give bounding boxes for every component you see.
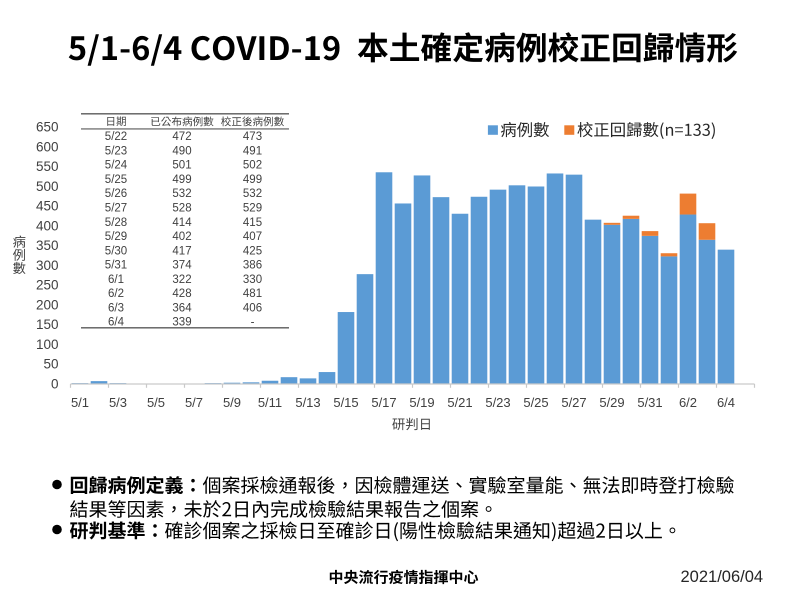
svg-text:500: 500 bbox=[36, 179, 59, 194]
svg-text:400: 400 bbox=[36, 218, 59, 233]
svg-text:450: 450 bbox=[36, 199, 59, 214]
svg-text:499: 499 bbox=[243, 174, 262, 186]
svg-text:5/7: 5/7 bbox=[185, 395, 203, 410]
svg-text:406: 406 bbox=[243, 302, 262, 314]
svg-text:502: 502 bbox=[243, 160, 262, 172]
svg-text:5/13: 5/13 bbox=[295, 395, 320, 410]
svg-text:5/28: 5/28 bbox=[105, 217, 127, 229]
svg-text:5/3: 5/3 bbox=[109, 395, 127, 410]
svg-text:417: 417 bbox=[172, 245, 191, 257]
svg-text:364: 364 bbox=[172, 302, 192, 314]
svg-text:100: 100 bbox=[36, 337, 59, 352]
svg-text:5/25: 5/25 bbox=[523, 395, 548, 410]
svg-text:5/1: 5/1 bbox=[71, 395, 89, 410]
svg-text:150: 150 bbox=[36, 317, 59, 332]
svg-text:5/11: 5/11 bbox=[258, 395, 282, 410]
svg-text:600: 600 bbox=[36, 139, 59, 154]
svg-text:250: 250 bbox=[36, 278, 59, 293]
svg-text:473: 473 bbox=[243, 131, 262, 143]
svg-text:550: 550 bbox=[36, 159, 59, 174]
svg-text:6/1: 6/1 bbox=[108, 274, 124, 286]
svg-text:374: 374 bbox=[172, 260, 192, 272]
svg-text:6/3: 6/3 bbox=[108, 302, 124, 314]
svg-text:5/21: 5/21 bbox=[447, 395, 472, 410]
svg-text:499: 499 bbox=[172, 174, 191, 186]
svg-text:428: 428 bbox=[172, 288, 191, 300]
svg-text:300: 300 bbox=[36, 258, 59, 273]
svg-text:5/30: 5/30 bbox=[105, 245, 127, 257]
svg-text:200: 200 bbox=[36, 297, 59, 312]
svg-text:490: 490 bbox=[172, 145, 191, 157]
svg-text:414: 414 bbox=[172, 217, 192, 229]
svg-text:322: 322 bbox=[172, 274, 191, 286]
svg-text:650: 650 bbox=[36, 120, 59, 135]
svg-text:2021/06/04: 2021/06/04 bbox=[681, 568, 764, 586]
svg-text:350: 350 bbox=[36, 238, 59, 253]
svg-text:532: 532 bbox=[172, 188, 191, 200]
svg-text:5/31: 5/31 bbox=[637, 395, 662, 410]
svg-text:5/26: 5/26 bbox=[105, 188, 127, 200]
svg-text:491: 491 bbox=[243, 145, 262, 157]
svg-text:528: 528 bbox=[172, 203, 191, 215]
svg-text:5/5: 5/5 bbox=[147, 395, 165, 410]
svg-text:6/4: 6/4 bbox=[108, 317, 125, 329]
svg-text:472: 472 bbox=[172, 131, 191, 143]
svg-text:481: 481 bbox=[243, 288, 262, 300]
svg-text:5/23: 5/23 bbox=[485, 395, 510, 410]
svg-text:5/27: 5/27 bbox=[105, 203, 127, 215]
svg-text:415: 415 bbox=[243, 217, 262, 229]
svg-text:-: - bbox=[251, 317, 255, 329]
svg-text:6/4: 6/4 bbox=[717, 395, 735, 410]
svg-text:532: 532 bbox=[243, 188, 262, 200]
svg-text:5/23: 5/23 bbox=[105, 145, 127, 157]
svg-text:407: 407 bbox=[243, 231, 262, 243]
svg-text:501: 501 bbox=[172, 160, 191, 172]
svg-text:5/9: 5/9 bbox=[223, 395, 241, 410]
svg-text:5/27: 5/27 bbox=[561, 395, 586, 410]
svg-text:402: 402 bbox=[172, 231, 191, 243]
svg-text:5/22: 5/22 bbox=[105, 131, 127, 143]
svg-text:5/29: 5/29 bbox=[105, 231, 127, 243]
svg-text:330: 330 bbox=[243, 274, 262, 286]
svg-text:5/19: 5/19 bbox=[409, 395, 434, 410]
svg-text:386: 386 bbox=[243, 260, 262, 272]
svg-text:529: 529 bbox=[243, 203, 262, 215]
svg-text:5/15: 5/15 bbox=[333, 395, 358, 410]
svg-text:425: 425 bbox=[243, 245, 262, 257]
svg-text:5/17: 5/17 bbox=[371, 395, 396, 410]
svg-text:5/31: 5/31 bbox=[105, 260, 127, 272]
svg-text:0: 0 bbox=[51, 376, 59, 391]
svg-text:5/29: 5/29 bbox=[599, 395, 624, 410]
svg-text:339: 339 bbox=[172, 317, 191, 329]
svg-text:5/24: 5/24 bbox=[105, 160, 128, 172]
svg-text:6/2: 6/2 bbox=[108, 288, 124, 300]
svg-text:50: 50 bbox=[43, 357, 58, 372]
svg-text:6/2: 6/2 bbox=[679, 395, 697, 410]
svg-text:5/25: 5/25 bbox=[105, 174, 127, 186]
